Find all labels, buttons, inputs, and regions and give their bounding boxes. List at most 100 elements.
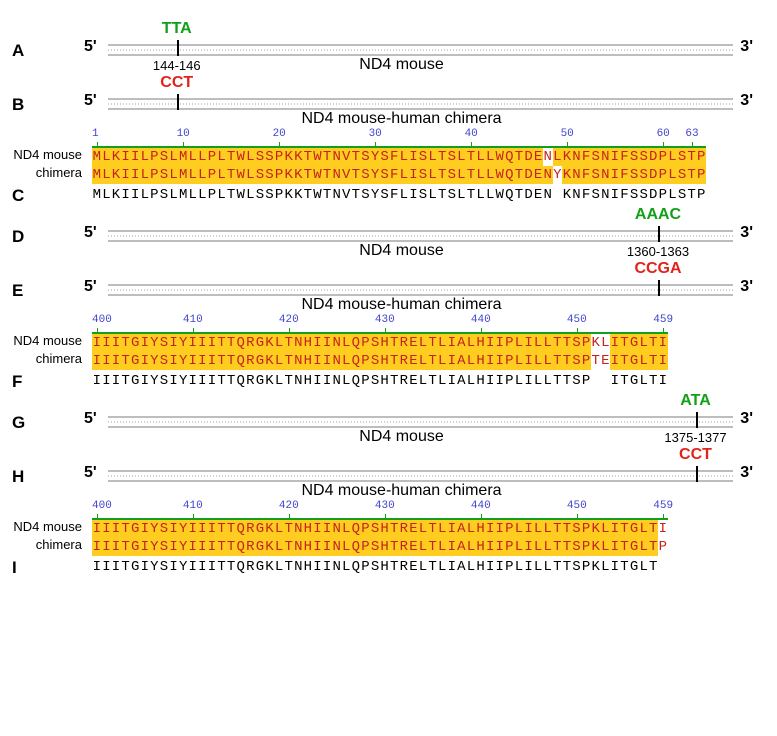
alignment-rows: MLKIILPSLMLLPLTWLSSPKKTWTNVTSYSFLISLTSLT… (92, 148, 765, 204)
rowlabel: ND4 mouse (12, 332, 82, 350)
alignment-row: MLKIILPSLMLLPLTWLSSPKKTWTNVTSYSFLISLTSLT… (92, 148, 765, 166)
codon-label: CCT (679, 446, 712, 464)
position-label: 1375-1377 (664, 430, 726, 445)
panel-row-B: B5'3'CCTND4 mouse-human chimera (12, 84, 765, 126)
position-label: 1360-1363 (627, 244, 689, 259)
strip-caption: ND4 mouse-human chimera (301, 482, 501, 500)
five-prime-label: 5' (84, 410, 97, 428)
panel-row-A: A5'3'TTA144-146ND4 mouse (12, 30, 765, 72)
ruler-number: 450 (567, 500, 587, 512)
ruler-number: 420 (279, 500, 299, 512)
alignment: ND4 mousechimera400410420430440450459III… (12, 504, 765, 576)
five-prime-label: 5' (84, 464, 97, 482)
panel-row-D: D5'3'AAAC1360-1363ND4 mouse (12, 216, 765, 258)
strip-caption: ND4 mouse (359, 428, 443, 446)
mutation-tick (177, 94, 179, 110)
rowlabel: chimera (12, 350, 82, 368)
dna-strip: 5'3'CCTND4 mouse-human chimera (38, 456, 765, 498)
panel-letter: E (12, 281, 38, 301)
ruler-number: 459 (653, 500, 673, 512)
rowlabel: ND4 mouse (12, 146, 82, 164)
ruler-number: 30 (369, 128, 382, 140)
mutation-tick (696, 412, 698, 428)
dna-strip: 5'3'TTA144-146ND4 mouse (38, 30, 765, 72)
strip-caption: ND4 mouse (359, 56, 443, 74)
ruler-number: 1 (92, 128, 99, 140)
dna-line (108, 284, 733, 296)
rowlabel: chimera (12, 164, 82, 182)
codon-label: CCGA (634, 260, 681, 278)
panel-letter: A (12, 41, 38, 61)
ruler-number: 400 (92, 500, 112, 512)
alignment-rowlabels: ND4 mousechimera (12, 146, 82, 182)
mutation-tick (658, 280, 660, 296)
codon-label: AAAC (635, 206, 681, 224)
panel-letter: D (12, 227, 38, 247)
consensus-row: IIITGIYSIYIIITTQRGKLTNHIINLQPSHTRELTLIAL… (92, 558, 765, 576)
position-label: 144-146 (153, 58, 201, 73)
ruler-number: 450 (567, 314, 587, 326)
three-prime-label: 3' (740, 464, 753, 482)
codon-label: CCT (160, 74, 193, 92)
alignment-row: IIITGIYSIYIIITTQRGKLTNHIINLQPSHTRELTLIAL… (92, 334, 765, 352)
five-prime-label: 5' (84, 278, 97, 296)
alignment-ruler: 400410420430440450459 (92, 318, 668, 334)
panel-letter: H (12, 467, 38, 487)
consensus-row: IIITGIYSIYIIITTQRGKLTNHIINLQPSHTRELTLIAL… (92, 372, 765, 390)
alignment-rows: IIITGIYSIYIIITTQRGKLTNHIINLQPSHTRELTLIAL… (92, 520, 765, 576)
ruler-number: 60 (657, 128, 670, 140)
alignment-row: MLKIILPSLMLLPLTWLSSPKKTWTNVTSYSFLISLTSLT… (92, 166, 765, 184)
alignment: ND4 mousechimera400410420430440450459III… (12, 318, 765, 390)
five-prime-label: 5' (84, 38, 97, 56)
dna-strip: 5'3'AAAC1360-1363ND4 mouse (38, 216, 765, 258)
ruler-number: 420 (279, 314, 299, 326)
alignment: ND4 mousechimera110203040506063MLKIILPSL… (12, 132, 765, 204)
ruler-number: 430 (375, 314, 395, 326)
panel-letter: I (12, 558, 17, 578)
alignment-row: IIITGIYSIYIIITTQRGKLTNHIINLQPSHTRELTLIAL… (92, 520, 765, 538)
three-prime-label: 3' (740, 278, 753, 296)
five-prime-label: 5' (84, 224, 97, 242)
dna-line (108, 470, 733, 482)
strip-caption: ND4 mouse-human chimera (301, 296, 501, 314)
alignment-row: IIITGIYSIYIIITTQRGKLTNHIINLQPSHTRELTLIAL… (92, 538, 765, 556)
alignment-ruler: 400410420430440450459 (92, 504, 668, 520)
consensus-row: MLKIILPSLMLLPLTWLSSPKKTWTNVTSYSFLISLTSLT… (92, 186, 765, 204)
strip-caption: ND4 mouse-human chimera (301, 110, 501, 128)
ruler-number: 63 (685, 128, 698, 140)
five-prime-label: 5' (84, 92, 97, 110)
rowlabel: ND4 mouse (12, 518, 82, 536)
panel-row-F: ND4 mousechimera400410420430440450459III… (12, 318, 765, 390)
three-prime-label: 3' (740, 92, 753, 110)
panel-row-G: G5'3'ATA1375-1377ND4 mouse (12, 402, 765, 444)
three-prime-label: 3' (740, 410, 753, 428)
dna-strip: 5'3'ATA1375-1377ND4 mouse (38, 402, 765, 444)
mutation-tick (658, 226, 660, 242)
three-prime-label: 3' (740, 224, 753, 242)
panel-letter: C (12, 186, 24, 206)
ruler-number: 440 (471, 314, 491, 326)
panel-row-E: E5'3'CCGAND4 mouse-human chimera (12, 270, 765, 312)
mutation-tick (177, 40, 179, 56)
ruler-number: 459 (653, 314, 673, 326)
panel-letter: G (12, 413, 38, 433)
ruler-number: 410 (183, 500, 203, 512)
ruler-number: 50 (561, 128, 574, 140)
alignment-ruler: 110203040506063 (92, 132, 706, 148)
ruler-number: 400 (92, 314, 112, 326)
three-prime-label: 3' (740, 38, 753, 56)
dna-line (108, 44, 733, 56)
ruler-number: 10 (177, 128, 190, 140)
alignment-rowlabels: ND4 mousechimera (12, 518, 82, 554)
panel-letter: F (12, 372, 22, 392)
ruler-number: 430 (375, 500, 395, 512)
dna-line (108, 230, 733, 242)
panel-row-H: H5'3'CCTND4 mouse-human chimera (12, 456, 765, 498)
ruler-number: 40 (465, 128, 478, 140)
alignment-rowlabels: ND4 mousechimera (12, 332, 82, 368)
panel-letter: B (12, 95, 38, 115)
rowlabel: chimera (12, 536, 82, 554)
figure-root: A5'3'TTA144-146ND4 mouseB5'3'CCTND4 mous… (12, 30, 765, 576)
alignment-rows: IIITGIYSIYIIITTQRGKLTNHIINLQPSHTRELTLIAL… (92, 334, 765, 390)
alignment-row: IIITGIYSIYIIITTQRGKLTNHIINLQPSHTRELTLIAL… (92, 352, 765, 370)
